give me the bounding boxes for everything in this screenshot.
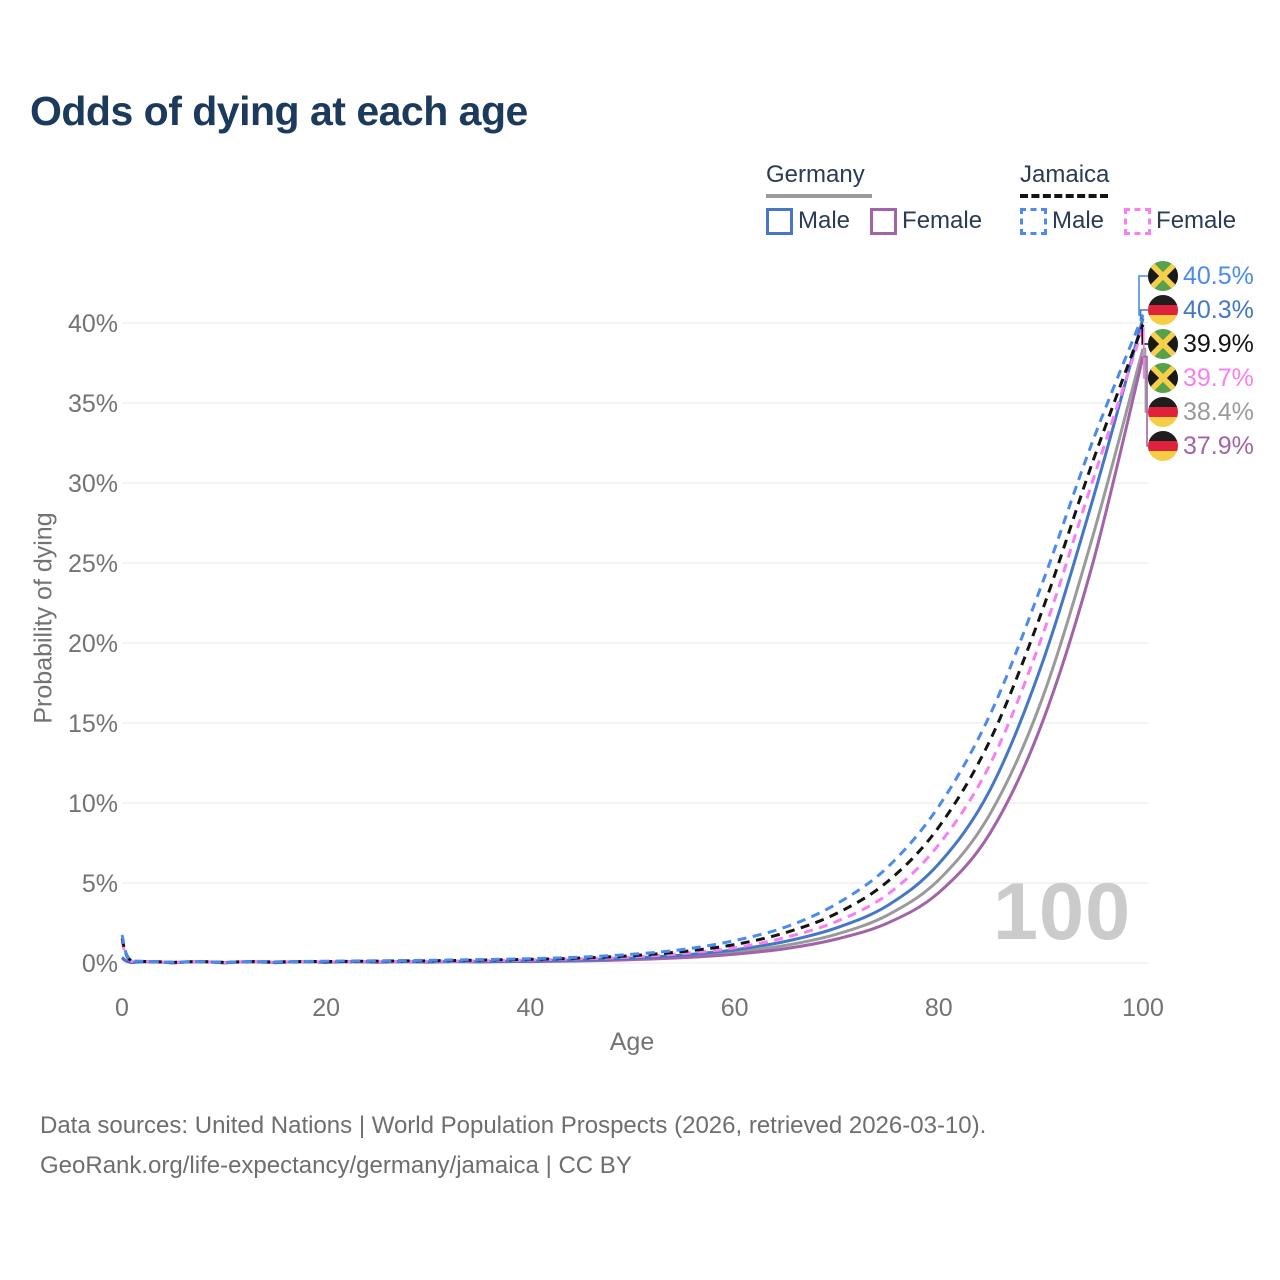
end-label-connectors — [1138, 275, 1148, 447]
legend-label-jamaica-male[interactable]: Male — [1052, 207, 1105, 234]
connector-germany-male — [1139, 309, 1148, 319]
legend-item-jamaica-female[interactable]: Female — [1124, 207, 1236, 235]
legend-header-jamaica: Jamaica — [1020, 161, 1110, 188]
end-label-germany-male: 40.3% — [1148, 295, 1254, 325]
legend-label-germany-male[interactable]: Male — [798, 207, 851, 234]
y-tick-label: 0% — [82, 950, 118, 978]
legend-label-jamaica-female[interactable]: Female — [1156, 207, 1237, 234]
germany-flag-icon — [1148, 295, 1178, 325]
line-germany-total — [121, 348, 1145, 965]
germany-flag-icon — [1148, 431, 1178, 461]
jamaica-dashed-line-swatch — [1020, 194, 1108, 198]
end-value: 40.3% — [1183, 295, 1254, 324]
jamaica-male-swatch-icon[interactable] — [1020, 207, 1047, 235]
connector-germany-female — [1143, 355, 1148, 447]
jamaica-female-swatch-icon[interactable] — [1124, 207, 1152, 235]
line-germany-male — [121, 317, 1145, 965]
end-label-germany-female: 37.9% — [1148, 431, 1254, 461]
x-tick-label: 40 — [516, 994, 544, 1022]
legend-group-germany: Germany Male Female — [766, 161, 996, 235]
y-tick-label: 20% — [68, 630, 118, 658]
germany-flag-icon — [1148, 397, 1178, 427]
tick-labels: 0% 5% 10% 15% 20% 25% 30% 35% 40% 0 20 40 60 80 100 — [68, 310, 1164, 1022]
y-axis-title: Probability of dying — [29, 512, 58, 724]
end-value: 38.4% — [1183, 397, 1254, 426]
x-tick-label: 20 — [312, 994, 340, 1022]
line-jamaica-male — [120, 314, 1145, 964]
end-value: 37.9% — [1183, 431, 1254, 460]
end-label-jamaica-male: 40.5% — [1148, 261, 1254, 291]
connector-jamaica-total — [1141, 323, 1148, 345]
jamaica-flag-icon — [1148, 261, 1178, 291]
connector-jamaica-male — [1138, 275, 1148, 316]
end-label-germany-total: 38.4% — [1148, 397, 1254, 427]
y-tick-label: 15% — [68, 710, 118, 738]
x-tick-label: 100 — [1122, 994, 1164, 1022]
gridlines — [122, 322, 1148, 964]
legend-label-germany-female[interactable]: Female — [902, 207, 983, 234]
end-label-jamaica-total: 39.9% — [1148, 329, 1254, 359]
legend-header-germany: Germany — [766, 161, 865, 188]
end-value: 40.5% — [1183, 261, 1254, 290]
line-jamaica-total — [120, 324, 1145, 964]
x-tick-label: 60 — [721, 994, 749, 1022]
y-tick-label: 35% — [68, 390, 118, 418]
series-lines — [120, 314, 1145, 965]
germany-solid-line-swatch — [766, 194, 872, 198]
legend-item-jamaica-male[interactable]: Male — [1020, 207, 1104, 235]
end-value: 39.9% — [1183, 329, 1254, 358]
age-watermark: 100 — [993, 867, 1132, 957]
end-label-jamaica-female: 39.7% — [1148, 363, 1254, 393]
legend-item-germany-female[interactable]: Female — [870, 207, 982, 235]
x-axis-title: Age — [609, 1028, 655, 1056]
end-value: 39.7% — [1183, 363, 1254, 392]
y-tick-label: 30% — [68, 470, 118, 498]
x-tick-label: 80 — [925, 994, 953, 1022]
line-jamaica-female — [120, 327, 1145, 965]
y-tick-label: 25% — [68, 550, 118, 578]
page-title: Odds of dying at each age — [30, 88, 528, 134]
line-germany-female — [121, 356, 1145, 965]
y-tick-label: 10% — [68, 790, 118, 818]
x-tick-label: 0 — [115, 994, 129, 1022]
y-tick-label: 5% — [82, 870, 118, 898]
jamaica-flag-icon — [1148, 363, 1178, 393]
legend-group-jamaica: Jamaica Male Female — [1020, 161, 1250, 235]
germany-female-swatch-icon[interactable] — [870, 207, 898, 235]
jamaica-flag-icon — [1148, 329, 1178, 359]
attribution-line: GeoRank.org/life-expectancy/germany/jama… — [40, 1152, 632, 1179]
footer: Data sources: United Nations | World Pop… — [40, 1106, 986, 1186]
germany-male-swatch-icon[interactable] — [766, 207, 793, 235]
data-source-line: Data sources: United Nations | World Pop… — [40, 1112, 987, 1139]
y-tick-label: 40% — [68, 310, 118, 338]
legend-item-germany-male[interactable]: Male — [766, 207, 850, 235]
